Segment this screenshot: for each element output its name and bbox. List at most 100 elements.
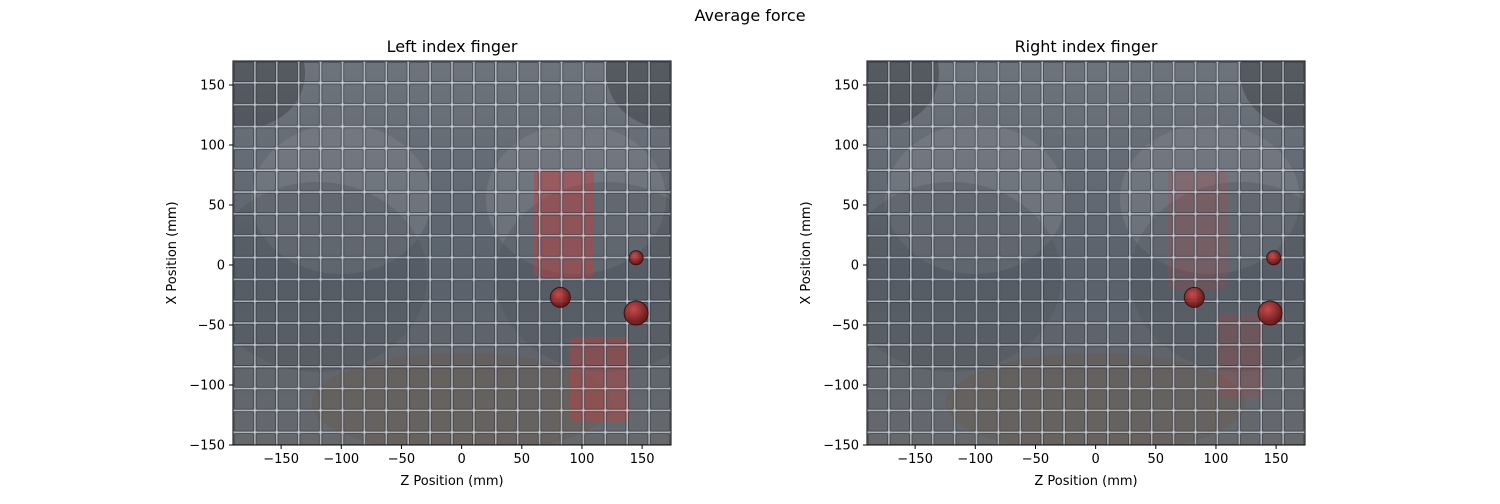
chart-1-grid-cell (365, 149, 386, 170)
chart-1-grid-cell (496, 411, 517, 432)
chart-2-grid-cell (1108, 105, 1130, 126)
chart-2-grid-cell (1152, 323, 1173, 345)
chart-1-grid-cell (627, 170, 649, 192)
chart-1-y-tick-label: 150 (200, 79, 225, 94)
chart-1-grid-cell (452, 61, 474, 83)
chart-1-grid-cell (584, 389, 605, 410)
chart-1-grid-cell (518, 432, 539, 445)
chart-2-grid-cell (1218, 411, 1239, 432)
chart-2-force-marker-2 (1266, 250, 1282, 266)
chart-1-grid-cell (321, 432, 342, 445)
chart-1-grid-cell (540, 236, 561, 257)
chart-2-grid-cell (911, 236, 932, 257)
chart-2-grid-cell (977, 83, 998, 104)
chart-2-grid-cell (1174, 432, 1195, 445)
chart-2-grid-cell (1196, 345, 1217, 367)
chart-2-grid-cell (1130, 170, 1151, 192)
chart-2-grid-cell (1240, 258, 1261, 279)
chart-2-grid-cell (1064, 105, 1086, 126)
chart-1-grid-cell (584, 411, 605, 432)
chart-1-grid-cell (255, 323, 277, 345)
chart-2-grid-cell (1240, 192, 1261, 214)
chart-2-grid-cell (1021, 345, 1042, 367)
chart-1-grid-cell (343, 61, 364, 83)
chart-2-grid-cell (1152, 214, 1173, 236)
chart-1-grid-cell (518, 236, 539, 257)
chart-2-grid-cell (911, 170, 932, 192)
chart-2-grid-cell (1130, 105, 1151, 126)
chart-1-grid-cell (672, 368, 692, 387)
chart-1-grid-cell (321, 149, 342, 170)
chart-2-grid-cell (911, 432, 932, 445)
chart-2-grid-cell (867, 236, 889, 257)
chart-1-grid-cell (496, 192, 517, 214)
chart-1-grid-cell (672, 193, 692, 212)
chart-2-grid-cell (1086, 345, 1108, 367)
chart-1-grid-cell (562, 61, 583, 83)
chart-2-grid-cell (1174, 367, 1195, 388)
chart-1-grid-cell (649, 127, 671, 148)
chart-2-grid-cell (911, 389, 932, 410)
chart-1-grid-cell (452, 127, 474, 148)
chart-2-grid-cell (1152, 345, 1173, 367)
chart-2-grid-cell (1021, 83, 1042, 104)
chart-1-grid-cell (387, 127, 408, 148)
chart-1-grid-cell (343, 323, 364, 345)
chart-2-grid-cell (933, 105, 954, 126)
chart-1-grid-cell (365, 83, 386, 104)
chart-2-grid-cell (1261, 389, 1283, 410)
chart-2-grid-cell (955, 411, 976, 432)
chart-1-grid-cell (255, 411, 277, 432)
chart-1-grid-cell (584, 345, 605, 367)
chart-1-grid-cell (496, 323, 517, 345)
chart-2-grid-cell (1196, 149, 1217, 170)
chart-2-grid-cell (1240, 170, 1261, 192)
chart-1-grid-cell (343, 258, 364, 279)
chart-1-grid-cell (430, 345, 452, 367)
chart-2-grid-cell (1086, 127, 1108, 148)
chart-2-corner-shape (867, 61, 940, 128)
chart-1-grid-cell (474, 214, 496, 236)
chart-2-grid-cell (1042, 236, 1064, 257)
chart-2-grid-cell (1306, 237, 1326, 256)
chart-2-grid-cell (1130, 280, 1151, 301)
chart-1-grid-cell (255, 192, 277, 214)
chart-1-grid-cell (474, 323, 496, 345)
chart-2-grid-cell (1086, 170, 1108, 192)
chart-1-grid-cell (606, 258, 627, 279)
chart-2-grid-cell (999, 127, 1020, 148)
chart-1-grid-cell (299, 61, 320, 83)
chart-1-grid-cell (430, 367, 452, 388)
chart-2-grid-cell (1306, 150, 1326, 169)
chart-1-grid-cell (321, 105, 342, 126)
chart-2-grid-cell (933, 170, 954, 192)
chart-2-x-tick-label: 50 (1148, 452, 1165, 467)
chart-1-grid-cell (540, 61, 561, 83)
chart-1-grid-cell (672, 84, 692, 103)
chart-1-grid-cell (584, 192, 605, 214)
chart-1-grid-cell (299, 345, 320, 367)
chart-2-grid-cell (977, 411, 998, 432)
chart-1-grid-cell (321, 83, 342, 104)
chart-1-grid-cell (365, 170, 386, 192)
chart-1-grid-cell (277, 192, 298, 214)
chart-2-grid-cell (1108, 149, 1130, 170)
chart-1-grid-cell (277, 301, 298, 323)
chart-1-grid-cell (255, 432, 277, 445)
chart-2-grid-cell (1283, 258, 1305, 279)
chart-1-grid-cell (343, 127, 364, 148)
chart-1-grid-cell (562, 170, 583, 192)
chart-2-axes-frame (866, 60, 1306, 446)
chart-1-grid-cell (299, 83, 320, 104)
chart-2-grid-cell (1218, 367, 1239, 388)
chart-1-grid-cell (627, 192, 649, 214)
chart-1-grid-cell (474, 149, 496, 170)
chart-1-grid-cell (540, 345, 561, 367)
chart-2-grid-cell (1306, 128, 1326, 147)
chart-2-grid-cell (1196, 367, 1217, 388)
chart-2-y-tick-label: −100 (823, 379, 859, 394)
chart-1-grid-cell (452, 192, 474, 214)
chart-2-grid-cell (1283, 61, 1305, 83)
chart-2-grid-cell (1240, 389, 1261, 410)
chart-1-grid-cell (321, 61, 342, 83)
